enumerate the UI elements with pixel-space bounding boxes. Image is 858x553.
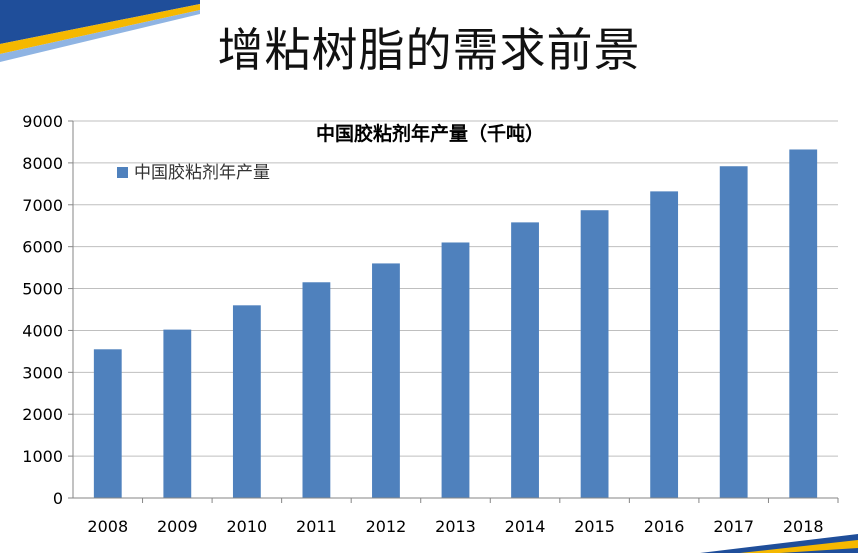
bar-2017 <box>719 166 748 499</box>
slide-title: 增粘树脂的需求前景 <box>217 23 641 77</box>
y-tick-label: 5000 <box>22 280 63 299</box>
x-tick-label: 2018 <box>783 517 824 536</box>
legend-swatch <box>117 167 128 178</box>
bar-2011 <box>302 282 331 498</box>
y-tick-label: 4000 <box>22 321 63 340</box>
chart-title: 中国胶粘剂年产量（千吨） <box>316 122 544 145</box>
x-tick-label: 2013 <box>435 517 476 536</box>
bar-2018 <box>789 149 818 499</box>
x-tick-label: 2010 <box>227 517 268 536</box>
corner-decoration-top-left <box>0 0 200 62</box>
y-tick-label: 9000 <box>22 112 63 131</box>
y-tick-label: 2000 <box>22 405 63 424</box>
axes: 0 1000 2000 3000 4000 5000 6000 7000 8000 9000 200… <box>22 112 839 536</box>
bar-2009 <box>163 329 192 498</box>
y-tick-label: 3000 <box>22 363 63 382</box>
x-tick-label: 2008 <box>87 517 128 536</box>
bar-2016 <box>650 191 679 498</box>
x-tick-label: 2011 <box>296 517 337 536</box>
y-tick-label: 1000 <box>22 447 63 466</box>
x-tick-label: 2014 <box>505 517 546 536</box>
corner-decoration-bottom-right <box>700 534 858 553</box>
bars <box>93 149 818 499</box>
y-tick-label: 0 <box>53 489 63 508</box>
x-tick-label: 2015 <box>574 517 615 536</box>
x-tick-label: 2012 <box>366 517 407 536</box>
y-tick-label: 7000 <box>22 196 63 215</box>
bar-2010 <box>232 305 261 498</box>
bar-2012 <box>372 263 400 498</box>
bar-2013 <box>441 242 470 498</box>
legend: 中国胶粘剂年产量 <box>117 163 270 183</box>
x-tick-label: 2016 <box>644 517 685 536</box>
legend-label: 中国胶粘剂年产量 <box>134 163 270 183</box>
x-tick-label: 2017 <box>713 517 754 536</box>
x-tick-label: 2009 <box>157 517 198 536</box>
bar-2015 <box>580 210 609 498</box>
y-tick-label: 8000 <box>22 154 63 173</box>
y-tick-label: 6000 <box>22 238 63 257</box>
bar-2008 <box>93 349 122 498</box>
bar-2014 <box>511 222 539 499</box>
